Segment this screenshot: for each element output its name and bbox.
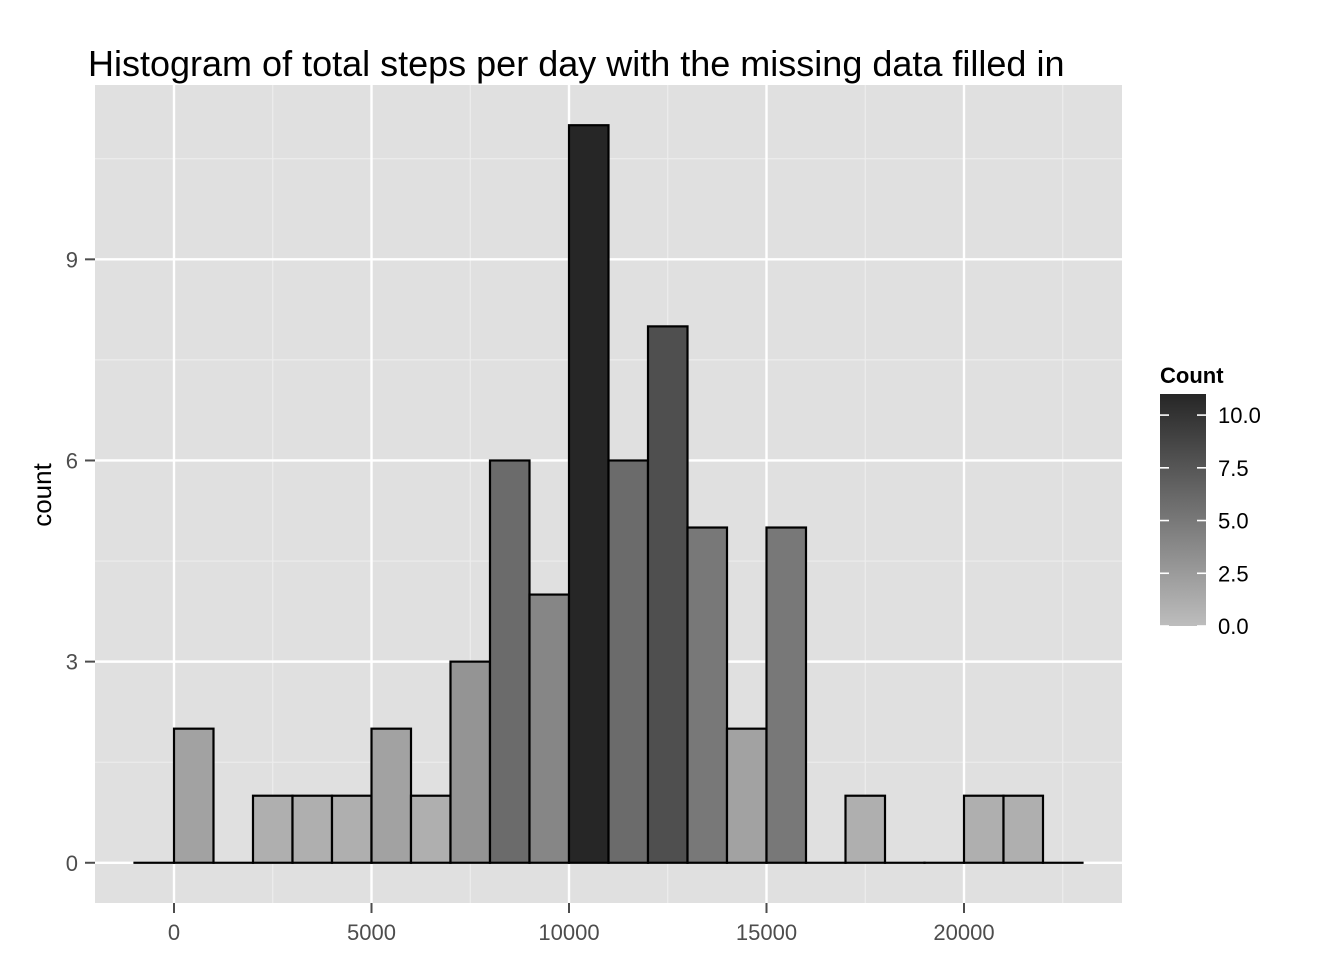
- legend-tick-label: 0.0: [1218, 614, 1249, 639]
- histogram-bar: [251, 794, 294, 864]
- legend-colorbar: [1160, 394, 1206, 626]
- histogram-bar: [646, 325, 689, 864]
- histogram-bar: [370, 727, 413, 864]
- legend-tick-label: 5.0: [1218, 509, 1249, 534]
- y-tick-label: 0: [66, 851, 78, 876]
- histogram-bar: [1002, 794, 1045, 864]
- histogram-bar: [291, 794, 334, 864]
- y-axis-title: count: [27, 462, 57, 526]
- x-tick-label: 5000: [347, 920, 396, 945]
- histogram-bar: [528, 593, 571, 864]
- legend-title: Count: [1160, 363, 1224, 388]
- legend-tick-label: 10.0: [1218, 403, 1261, 428]
- legend-tick-label: 7.5: [1218, 456, 1249, 481]
- histogram-bar: [330, 794, 373, 864]
- histogram-bar: [567, 124, 610, 864]
- histogram-bar: [409, 794, 452, 864]
- histogram-bar: [488, 459, 531, 864]
- histogram-bar: [725, 727, 768, 864]
- legend-tick-label: 2.5: [1218, 561, 1249, 586]
- histogram-bar: [607, 459, 650, 864]
- y-tick-label: 6: [66, 448, 78, 473]
- y-tick-label: 9: [66, 247, 78, 272]
- x-tick-label: 10000: [538, 920, 599, 945]
- histogram-bar: [844, 794, 887, 864]
- x-tick-label: 20000: [933, 920, 994, 945]
- y-axis: 0 3 6 9: [66, 247, 95, 876]
- histogram-bar: [172, 727, 215, 864]
- legend-ticks: 0.0 2.5 5.0 7.5 10.0: [1160, 403, 1261, 639]
- histogram-bar: [765, 526, 808, 864]
- x-tick-label: 15000: [736, 920, 797, 945]
- histogram-bar: [449, 660, 492, 864]
- color-legend: Count 0.0 2.5 5.0 7.5 10.0: [1160, 363, 1261, 639]
- y-tick-label: 3: [66, 650, 78, 675]
- histogram-bar: [962, 794, 1005, 864]
- x-axis: 0 5000 10000 15000 20000: [168, 903, 995, 945]
- chart-title: Histogram of total steps per day with th…: [88, 43, 1064, 84]
- histogram-bars: [133, 124, 1084, 864]
- histogram-bar: [686, 526, 729, 864]
- x-tick-label: 0: [168, 920, 180, 945]
